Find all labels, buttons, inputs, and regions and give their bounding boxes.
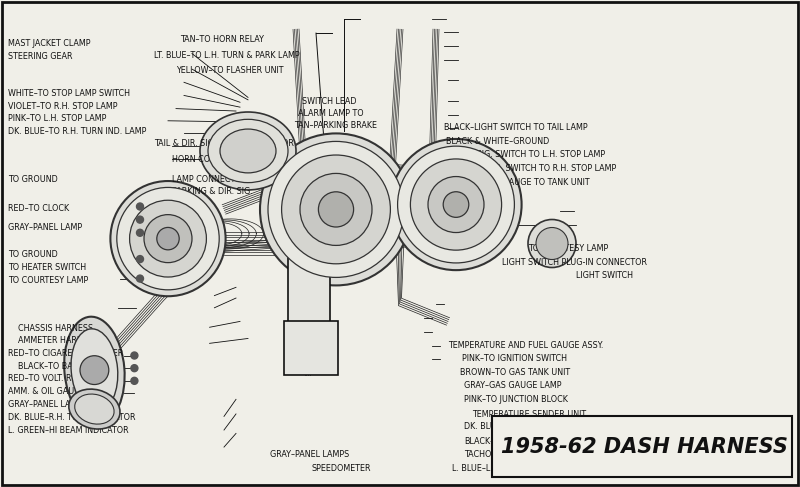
Text: TO STOP LAMP: TO STOP LAMP <box>310 165 369 174</box>
Circle shape <box>318 192 354 227</box>
Text: RED–TO CLOCK: RED–TO CLOCK <box>8 204 69 213</box>
Text: ALARM LAMP TO: ALARM LAMP TO <box>298 109 363 118</box>
Text: LAMP CONNECTOR: LAMP CONNECTOR <box>172 175 247 184</box>
Text: 1958-62 DASH HARNESS: 1958-62 DASH HARNESS <box>501 437 787 457</box>
Text: TO GROUND: TO GROUND <box>8 250 58 259</box>
Circle shape <box>130 200 206 277</box>
Text: BLACK–LIGHT SWITCH TO TAIL LAMP: BLACK–LIGHT SWITCH TO TAIL LAMP <box>444 123 588 132</box>
Circle shape <box>443 192 469 217</box>
Text: TAIL & DIR. SIG. LAMP CONNECTOR: TAIL & DIR. SIG. LAMP CONNECTOR <box>154 139 294 148</box>
Circle shape <box>80 356 109 385</box>
Ellipse shape <box>69 389 120 429</box>
Circle shape <box>131 352 138 359</box>
Circle shape <box>282 155 390 264</box>
Circle shape <box>131 365 138 372</box>
Circle shape <box>131 377 138 384</box>
Text: SWITCH: SWITCH <box>320 152 351 161</box>
Circle shape <box>137 275 143 282</box>
Text: PINK–TO L.H. STOP LAMP: PINK–TO L.H. STOP LAMP <box>8 114 106 123</box>
Text: PARKING & DIR. SIG.: PARKING & DIR. SIG. <box>172 187 253 196</box>
Text: PINK–TO IGNITION SWITCH: PINK–TO IGNITION SWITCH <box>462 355 567 363</box>
Text: TAN–TO HORN RELAY: TAN–TO HORN RELAY <box>180 36 264 44</box>
Text: GRAY–PANEL LAMPS: GRAY–PANEL LAMPS <box>270 450 350 459</box>
Text: MAST JACKET CLAMP: MAST JACKET CLAMP <box>8 39 90 48</box>
Text: L. BLUE–L.H. TURN INDICATOR: L. BLUE–L.H. TURN INDICATOR <box>452 464 572 473</box>
Text: RED–TO VOLT. REG.: RED–TO VOLT. REG. <box>8 374 86 383</box>
Ellipse shape <box>200 112 296 190</box>
Bar <box>284 321 338 375</box>
Circle shape <box>268 141 404 278</box>
Circle shape <box>137 216 143 223</box>
Text: WHITE–TO STOP LAMP SWITCH: WHITE–TO STOP LAMP SWITCH <box>8 89 130 98</box>
Text: TAN–PARKING BRAKE: TAN–PARKING BRAKE <box>294 121 378 130</box>
Circle shape <box>110 181 226 296</box>
Text: SWITCH LEAD: SWITCH LEAD <box>302 97 357 106</box>
Text: YELLOW–TO FLASHER UNIT: YELLOW–TO FLASHER UNIT <box>176 66 283 75</box>
Text: CLOCK: CLOCK <box>160 262 187 270</box>
Text: GRAY–GAS GAUGE LAMP: GRAY–GAS GAUGE LAMP <box>464 381 562 390</box>
Text: LIGHT SWITCH PLUG-IN CONNECTOR: LIGHT SWITCH PLUG-IN CONNECTOR <box>502 258 647 266</box>
Text: LT. BLUE–TO L.H. TURN & PARK LAMP: LT. BLUE–TO L.H. TURN & PARK LAMP <box>154 51 299 60</box>
Circle shape <box>300 173 372 245</box>
Text: L. GREEN–HI BEAM INDICATOR: L. GREEN–HI BEAM INDICATOR <box>8 427 129 435</box>
Text: DK. BLUE TO ENGINE BLOCK: DK. BLUE TO ENGINE BLOCK <box>464 422 576 431</box>
Circle shape <box>398 146 514 263</box>
Circle shape <box>410 159 502 250</box>
Text: VIOLET–TO R.H. STOP LAMP: VIOLET–TO R.H. STOP LAMP <box>8 102 118 111</box>
Text: AMM. & OIL GAUGE ASSY.: AMM. & OIL GAUGE ASSY. <box>8 387 110 396</box>
Circle shape <box>390 139 522 270</box>
Ellipse shape <box>71 329 118 412</box>
Text: BROWN–GAS GAUGE TO TANK UNIT: BROWN–GAS GAUGE TO TANK UNIT <box>448 178 590 187</box>
Text: GRAY–PANEL LAMP: GRAY–PANEL LAMP <box>8 400 82 409</box>
Text: BLACK–GROUND: BLACK–GROUND <box>464 437 530 446</box>
Text: LIGHT SWITCH: LIGHT SWITCH <box>576 271 633 280</box>
Bar <box>492 416 792 477</box>
Circle shape <box>260 133 412 285</box>
Circle shape <box>137 203 143 210</box>
Text: BLACK & WHITE–GROUND: BLACK & WHITE–GROUND <box>446 137 550 146</box>
Text: VIOLET–DIR. SIG. SWITCH TO R.H. STOP LAMP: VIOLET–DIR. SIG. SWITCH TO R.H. STOP LAM… <box>436 164 616 173</box>
Text: AMMETER HARNESS: AMMETER HARNESS <box>18 337 98 345</box>
Circle shape <box>157 227 179 250</box>
Circle shape <box>144 215 192 262</box>
Text: GRAY–PANEL LAMP: GRAY–PANEL LAMP <box>8 224 82 232</box>
Text: SPEEDOMETER: SPEEDOMETER <box>312 464 371 473</box>
Ellipse shape <box>74 394 114 424</box>
Text: RED–TO CIGARETTE LIGHTER: RED–TO CIGARETTE LIGHTER <box>8 349 123 358</box>
Text: TEMPERATURE SENDER UNIT: TEMPERATURE SENDER UNIT <box>472 411 586 419</box>
Bar <box>288 258 330 326</box>
Ellipse shape <box>220 129 276 173</box>
Text: BROWN–TO GAS TANK UNIT: BROWN–TO GAS TANK UNIT <box>460 368 570 376</box>
Text: TO COURTESY LAMP: TO COURTESY LAMP <box>528 244 608 253</box>
Circle shape <box>536 227 568 260</box>
Circle shape <box>428 177 484 232</box>
Text: BLACK–TO BAT.: BLACK–TO BAT. <box>18 362 78 371</box>
Text: TO GROUND: TO GROUND <box>8 175 58 184</box>
Text: STEERING GEAR: STEERING GEAR <box>8 52 73 61</box>
Text: HORN CONNECTOR: HORN CONNECTOR <box>172 155 249 164</box>
Text: PINK–TO JUNCTION BLOCK: PINK–TO JUNCTION BLOCK <box>464 395 568 404</box>
Ellipse shape <box>208 119 288 183</box>
Text: TACHOMETER: TACHOMETER <box>464 450 518 459</box>
Text: DK. BLUE–TO R.H. TURN IND. LAMP: DK. BLUE–TO R.H. TURN IND. LAMP <box>8 127 146 136</box>
Circle shape <box>117 187 219 290</box>
Text: CHASSIS HARNESS: CHASSIS HARNESS <box>18 324 93 333</box>
Text: TEMPERATURE AND FUEL GAUGE ASSY.: TEMPERATURE AND FUEL GAUGE ASSY. <box>448 341 603 350</box>
Text: TO COURTESY LAMP: TO COURTESY LAMP <box>8 276 88 285</box>
Circle shape <box>137 229 143 236</box>
Circle shape <box>137 256 143 262</box>
Ellipse shape <box>64 317 125 424</box>
Circle shape <box>528 220 576 267</box>
Text: TO HEATER SWITCH: TO HEATER SWITCH <box>8 263 86 272</box>
Text: DK. BLUE–R.H. TURN INDICATOR: DK. BLUE–R.H. TURN INDICATOR <box>8 413 135 422</box>
Text: PINK–DIR. SIG. SWITCH TO L.H. STOP LAMP: PINK–DIR. SIG. SWITCH TO L.H. STOP LAMP <box>436 150 605 159</box>
